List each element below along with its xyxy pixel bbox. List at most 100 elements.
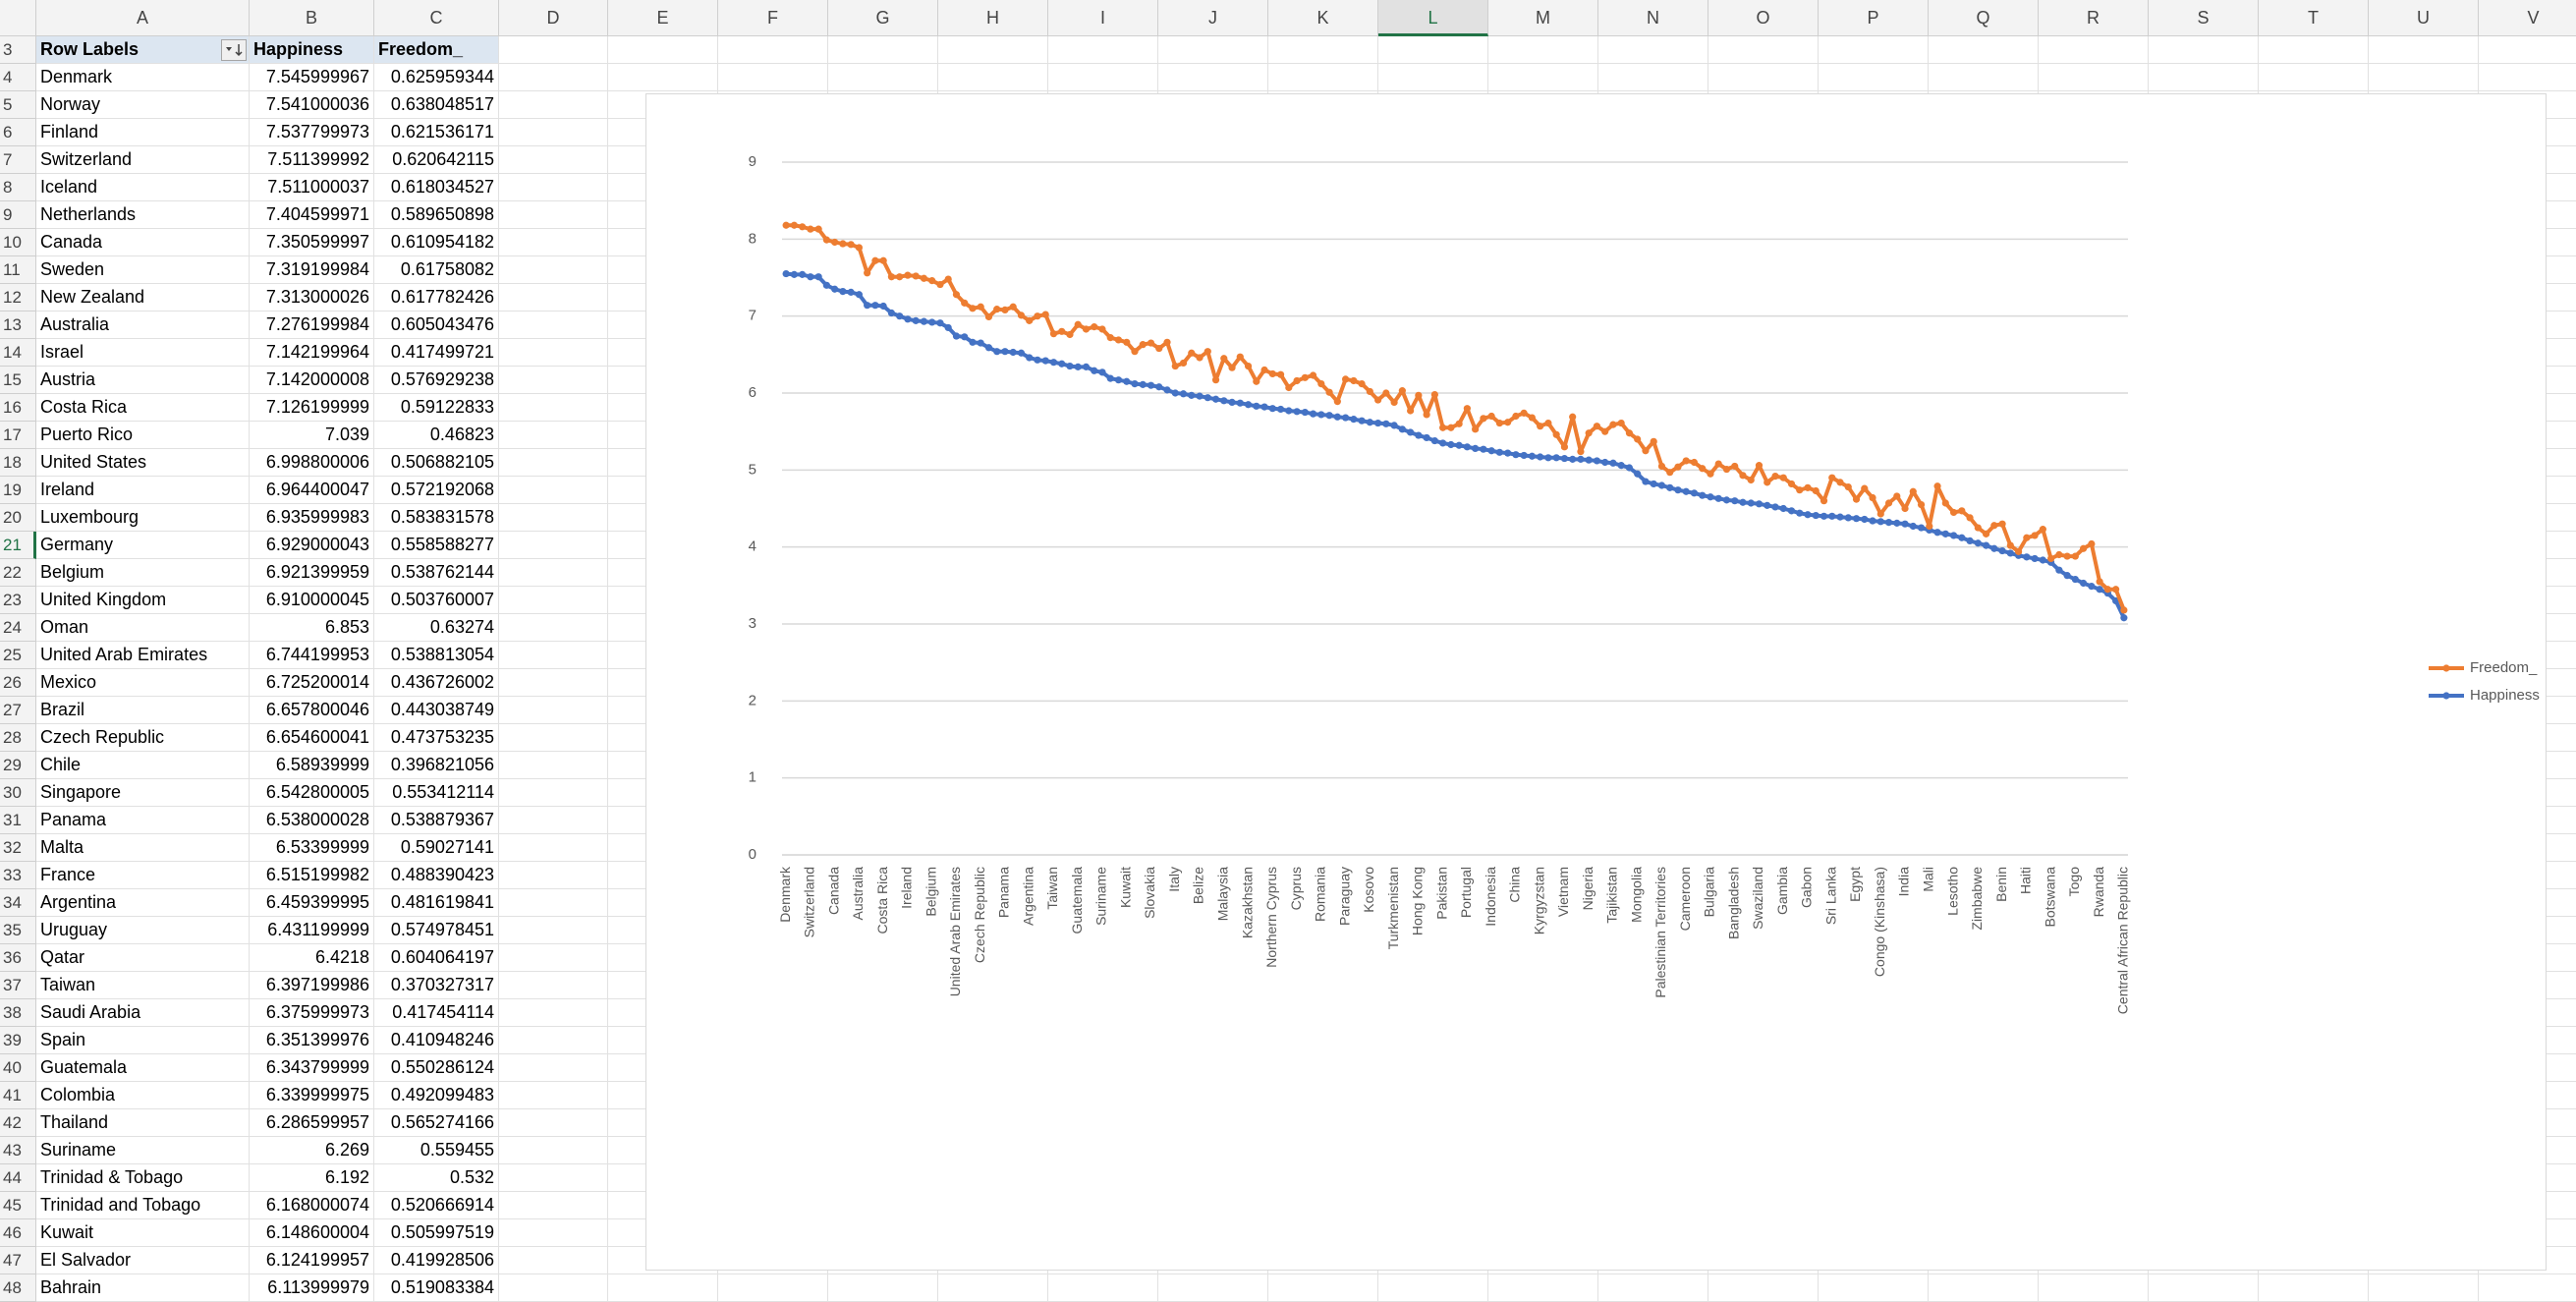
header-cell[interactable] — [608, 36, 718, 64]
cell[interactable] — [828, 64, 938, 91]
cell[interactable]: Malta — [36, 834, 250, 862]
cell[interactable] — [718, 1274, 828, 1302]
cell[interactable] — [608, 1274, 718, 1302]
cell[interactable]: 0.538879367 — [374, 807, 499, 834]
cell[interactable] — [2149, 1274, 2259, 1302]
column-header[interactable]: G — [828, 0, 938, 36]
cell[interactable] — [1048, 1274, 1158, 1302]
header-cell[interactable] — [1268, 36, 1378, 64]
row-header[interactable]: 6 — [0, 119, 36, 146]
column-header[interactable]: S — [2149, 0, 2259, 36]
cell[interactable] — [1268, 64, 1378, 91]
cell[interactable] — [499, 1027, 608, 1054]
cell[interactable]: 0.61758082 — [374, 256, 499, 284]
row-header[interactable]: 29 — [0, 752, 36, 779]
row-header[interactable]: 11 — [0, 256, 36, 284]
header-cell[interactable]: Happiness — [250, 36, 374, 64]
cell[interactable] — [1819, 1274, 1929, 1302]
cell[interactable]: 6.397199986 — [250, 972, 374, 999]
row-header[interactable]: 5 — [0, 91, 36, 119]
cell[interactable]: Spain — [36, 1027, 250, 1054]
header-cell[interactable] — [1378, 36, 1488, 64]
cell[interactable] — [499, 229, 608, 256]
cell[interactable]: 6.58939999 — [250, 752, 374, 779]
header-cell[interactable] — [2259, 36, 2369, 64]
cell[interactable]: Guatemala — [36, 1054, 250, 1082]
cell[interactable]: Taiwan — [36, 972, 250, 999]
cell[interactable]: Finland — [36, 119, 250, 146]
cell[interactable] — [499, 1082, 608, 1109]
cell[interactable]: 0.559455 — [374, 1137, 499, 1164]
cell[interactable]: 6.339999975 — [250, 1082, 374, 1109]
row-header[interactable]: 35 — [0, 917, 36, 944]
cell[interactable] — [499, 697, 608, 724]
row-header[interactable]: 32 — [0, 834, 36, 862]
cell[interactable]: 0.605043476 — [374, 311, 499, 339]
row-header[interactable]: 23 — [0, 587, 36, 614]
cell[interactable] — [2259, 1274, 2369, 1302]
cell[interactable]: 0.503760007 — [374, 587, 499, 614]
cell[interactable]: 7.126199999 — [250, 394, 374, 422]
cell[interactable] — [499, 1109, 608, 1137]
row-header[interactable]: 28 — [0, 724, 36, 752]
cell[interactable] — [1488, 1274, 1598, 1302]
row-header[interactable]: 33 — [0, 862, 36, 889]
row-header[interactable]: 16 — [0, 394, 36, 422]
cell[interactable]: Thailand — [36, 1109, 250, 1137]
cell[interactable]: 0.550286124 — [374, 1054, 499, 1082]
cell[interactable]: 6.654600041 — [250, 724, 374, 752]
cell[interactable]: 6.515199982 — [250, 862, 374, 889]
cell[interactable] — [499, 917, 608, 944]
row-header[interactable]: 34 — [0, 889, 36, 917]
header-cell[interactable] — [1819, 36, 1929, 64]
cell[interactable]: 0.492099483 — [374, 1082, 499, 1109]
cell[interactable] — [499, 201, 608, 229]
row-header[interactable]: 3 — [0, 36, 36, 64]
header-cell[interactable] — [1598, 36, 1708, 64]
cell[interactable]: Panama — [36, 807, 250, 834]
cell[interactable]: 7.319199984 — [250, 256, 374, 284]
cell[interactable]: 6.998800006 — [250, 449, 374, 477]
cell[interactable]: Colombia — [36, 1082, 250, 1109]
row-header[interactable]: 40 — [0, 1054, 36, 1082]
cell[interactable]: 6.375999973 — [250, 999, 374, 1027]
cell[interactable]: 0.59027141 — [374, 834, 499, 862]
cell[interactable]: France — [36, 862, 250, 889]
cell[interactable] — [499, 119, 608, 146]
cell[interactable]: 0.618034527 — [374, 174, 499, 201]
cell[interactable] — [1598, 64, 1708, 91]
cell[interactable] — [499, 394, 608, 422]
cell[interactable]: 7.541000036 — [250, 91, 374, 119]
cell[interactable]: Sweden — [36, 256, 250, 284]
cell[interactable]: 7.276199984 — [250, 311, 374, 339]
header-cell[interactable] — [828, 36, 938, 64]
cell[interactable] — [499, 669, 608, 697]
cell[interactable] — [499, 284, 608, 311]
row-header[interactable]: 36 — [0, 944, 36, 972]
cell[interactable]: 0.620642115 — [374, 146, 499, 174]
cell[interactable]: 0.576929238 — [374, 367, 499, 394]
row-header[interactable]: 27 — [0, 697, 36, 724]
header-cell[interactable] — [1158, 36, 1268, 64]
cell[interactable]: 0.532 — [374, 1164, 499, 1192]
cell[interactable]: 0.46823 — [374, 422, 499, 449]
cell[interactable]: 7.039 — [250, 422, 374, 449]
row-header[interactable]: 25 — [0, 642, 36, 669]
cell[interactable] — [499, 1219, 608, 1247]
cell[interactable]: Australia — [36, 311, 250, 339]
row-header[interactable]: 42 — [0, 1109, 36, 1137]
row-header[interactable]: 21 — [0, 532, 36, 559]
cell[interactable]: 6.286599957 — [250, 1109, 374, 1137]
cell[interactable]: 6.343799999 — [250, 1054, 374, 1082]
cell[interactable]: 7.350599997 — [250, 229, 374, 256]
column-header[interactable]: C — [374, 0, 499, 36]
cell[interactable] — [499, 752, 608, 779]
column-header[interactable]: O — [1708, 0, 1819, 36]
cell[interactable]: 6.351399976 — [250, 1027, 374, 1054]
cell[interactable] — [2479, 1247, 2576, 1274]
cell[interactable] — [499, 256, 608, 284]
cell[interactable]: 6.910000045 — [250, 587, 374, 614]
cell[interactable]: 6.269 — [250, 1137, 374, 1164]
cell[interactable]: Uruguay — [36, 917, 250, 944]
cell[interactable]: 0.572192068 — [374, 477, 499, 504]
